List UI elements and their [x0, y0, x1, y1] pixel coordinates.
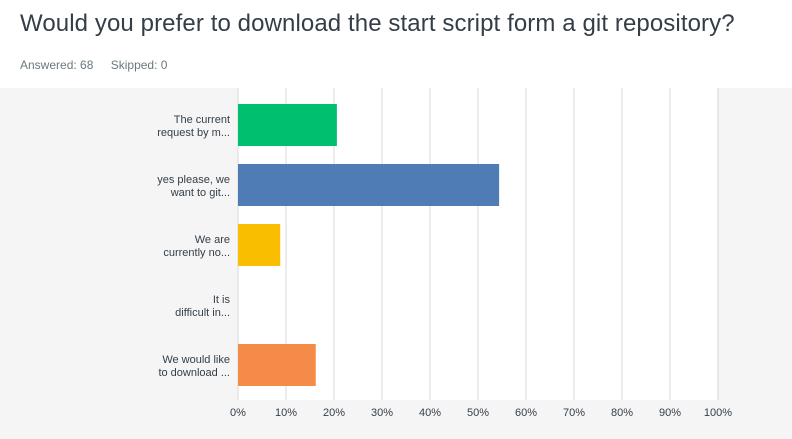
- category-label: We would like to download ...: [158, 354, 230, 379]
- x-tick-label: 60%: [515, 407, 537, 419]
- grid-lines: [237, 88, 719, 400]
- bar-chart: The current request by m... yes please, we…: [157, 88, 732, 419]
- answered-count: Answered: 68: [20, 58, 94, 72]
- category-label-line: request by m...: [157, 127, 230, 139]
- category-label: It is difficult in...: [175, 294, 230, 319]
- category-label-line: We would like: [162, 354, 230, 366]
- x-tick-label: 100%: [704, 407, 732, 419]
- x-tick-label: 10%: [275, 407, 297, 419]
- category-label-line: to download ...: [158, 367, 230, 379]
- category-label-line: yes please, we: [157, 174, 230, 186]
- response-stats: Answered: 68 Skipped: 0: [20, 58, 181, 72]
- x-tick-labels: 0% 10% 20% 30% 40% 50% 60% 70% 80% 90% 100%: [230, 407, 732, 419]
- x-tick-label: 80%: [611, 407, 633, 419]
- bars: [238, 104, 500, 386]
- x-tick-label: 30%: [371, 407, 393, 419]
- bar[interactable]: [238, 344, 316, 386]
- category-label-line: want to git...: [170, 187, 230, 199]
- x-tick-label: 50%: [467, 407, 489, 419]
- skipped-count: Skipped: 0: [110, 58, 168, 72]
- category-label-line: currently no...: [163, 247, 230, 259]
- x-tick-label: 20%: [323, 407, 345, 419]
- bar[interactable]: [238, 104, 337, 146]
- category-labels: The current request by m... yes please, we…: [157, 114, 230, 379]
- category-label-line: We are: [195, 234, 230, 246]
- x-tick-label: 40%: [419, 407, 441, 419]
- x-tick-label: 90%: [659, 407, 681, 419]
- bar[interactable]: [238, 224, 281, 266]
- category-label: yes please, we want to git...: [157, 174, 230, 199]
- category-label: We are currently no...: [163, 234, 230, 259]
- bar[interactable]: [238, 164, 500, 206]
- category-label-line: The current: [174, 114, 230, 126]
- x-tick-label: 0%: [230, 407, 246, 419]
- category-label-line: difficult in...: [175, 307, 230, 319]
- question-title: Would you prefer to download the start s…: [20, 10, 735, 37]
- x-tick-label: 70%: [563, 407, 585, 419]
- category-label: The current request by m...: [157, 114, 230, 139]
- category-label-line: It is: [213, 294, 231, 306]
